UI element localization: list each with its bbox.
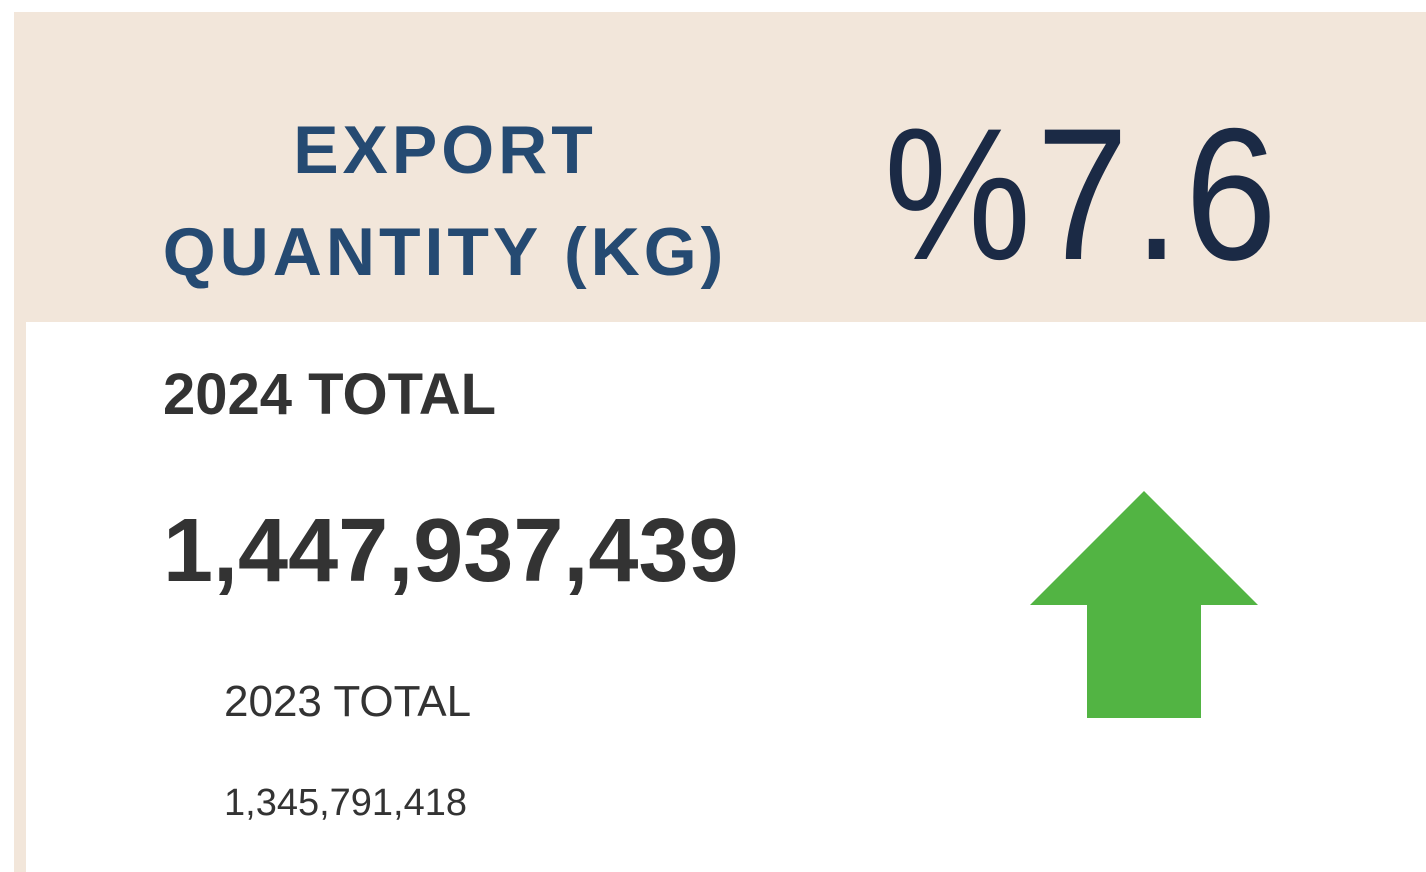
- side-strip: [14, 322, 26, 872]
- previous-label: 2023 TOTAL: [224, 677, 472, 726]
- header-panel: [14, 12, 1426, 322]
- previous-value: 1,345,791,418: [224, 782, 468, 824]
- change-percent: %7.6: [884, 89, 1283, 299]
- current-value: 1,447,937,439: [163, 501, 739, 601]
- current-label: 2024 TOTAL: [163, 362, 497, 427]
- title-line: EXPORT: [293, 112, 597, 188]
- up-arrow: [1030, 491, 1258, 718]
- title-line: QUANTITY (KG): [162, 214, 728, 290]
